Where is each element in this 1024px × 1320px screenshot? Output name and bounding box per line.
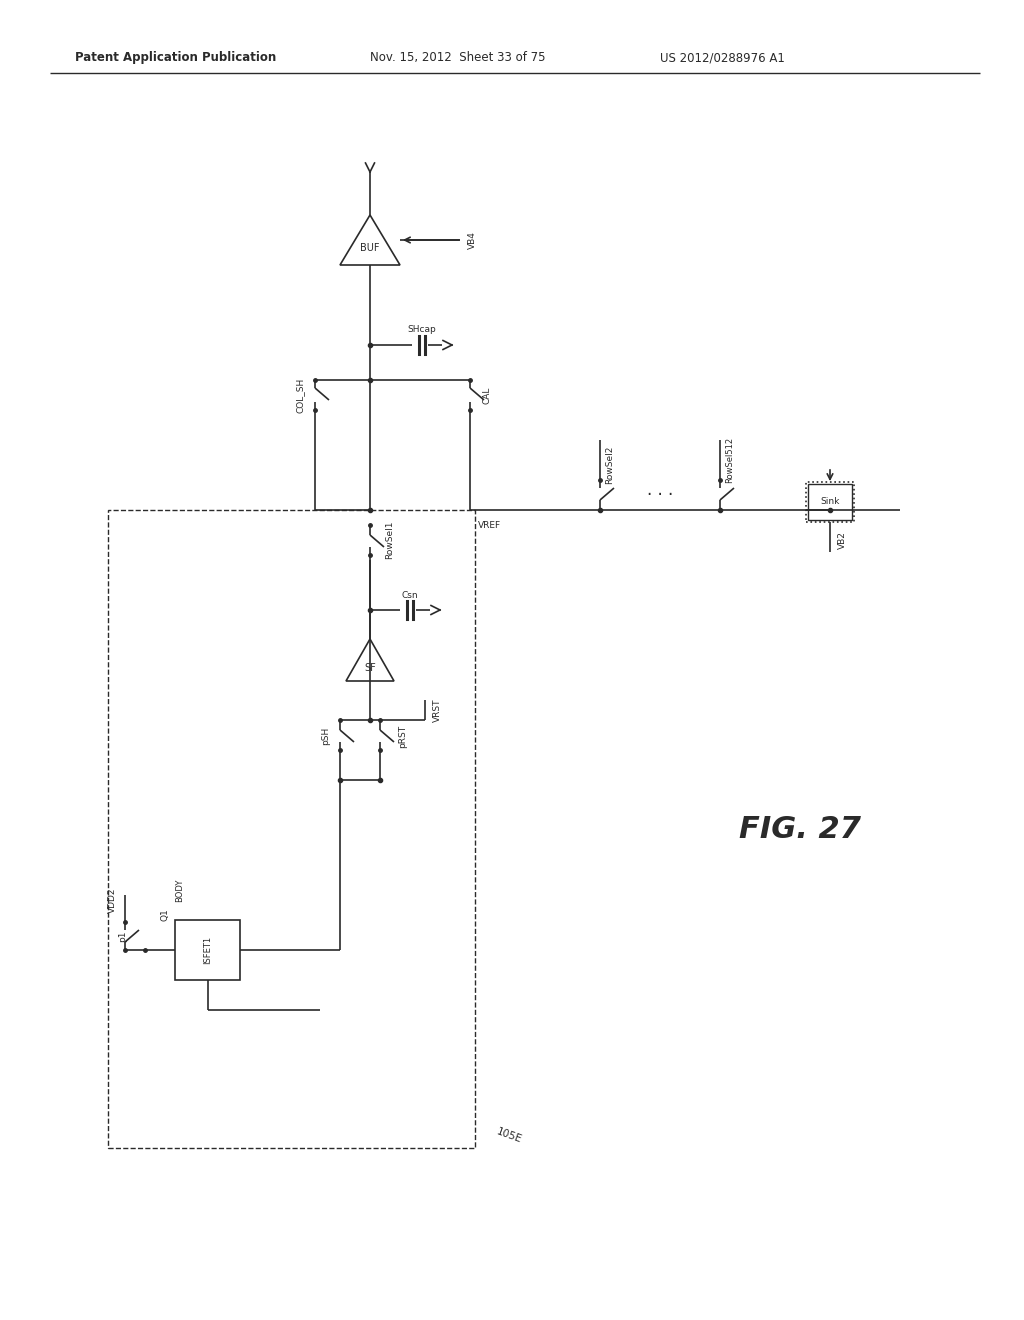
Text: p1: p1 bbox=[119, 931, 128, 941]
Text: CAL: CAL bbox=[482, 387, 490, 404]
Text: Csn: Csn bbox=[401, 590, 419, 599]
Text: pSH: pSH bbox=[321, 727, 330, 744]
Text: 105E: 105E bbox=[495, 1127, 523, 1146]
Bar bbox=[175, 920, 240, 979]
Text: US 2012/0288976 A1: US 2012/0288976 A1 bbox=[660, 51, 784, 65]
Text: SHcap: SHcap bbox=[408, 326, 436, 334]
Text: COL_SH: COL_SH bbox=[296, 378, 305, 413]
Text: VB2: VB2 bbox=[838, 531, 847, 549]
Text: Q1: Q1 bbox=[161, 908, 170, 921]
Text: BODY: BODY bbox=[175, 878, 184, 902]
Text: VRST: VRST bbox=[433, 698, 442, 722]
Text: FIG. 27: FIG. 27 bbox=[739, 816, 861, 845]
Text: pRST: pRST bbox=[398, 725, 407, 747]
Text: Sink: Sink bbox=[820, 498, 840, 507]
Text: RowSel1: RowSel1 bbox=[385, 521, 394, 560]
Text: Nov. 15, 2012  Sheet 33 of 75: Nov. 15, 2012 Sheet 33 of 75 bbox=[370, 51, 546, 65]
Text: VB4: VB4 bbox=[468, 231, 477, 249]
Text: Patent Application Publication: Patent Application Publication bbox=[75, 51, 276, 65]
Text: RowSel512: RowSel512 bbox=[725, 437, 734, 483]
Text: ISFET1: ISFET1 bbox=[203, 936, 212, 964]
Bar bbox=[808, 484, 852, 520]
Bar bbox=[806, 482, 854, 521]
Text: VREF: VREF bbox=[478, 521, 501, 531]
Text: SF: SF bbox=[365, 663, 376, 673]
Text: BUF: BUF bbox=[360, 243, 380, 253]
Text: RowSel2: RowSel2 bbox=[605, 446, 614, 484]
Text: · · ·: · · · bbox=[647, 486, 673, 504]
Text: VDD2: VDD2 bbox=[108, 887, 117, 912]
Bar bbox=[108, 510, 475, 1148]
